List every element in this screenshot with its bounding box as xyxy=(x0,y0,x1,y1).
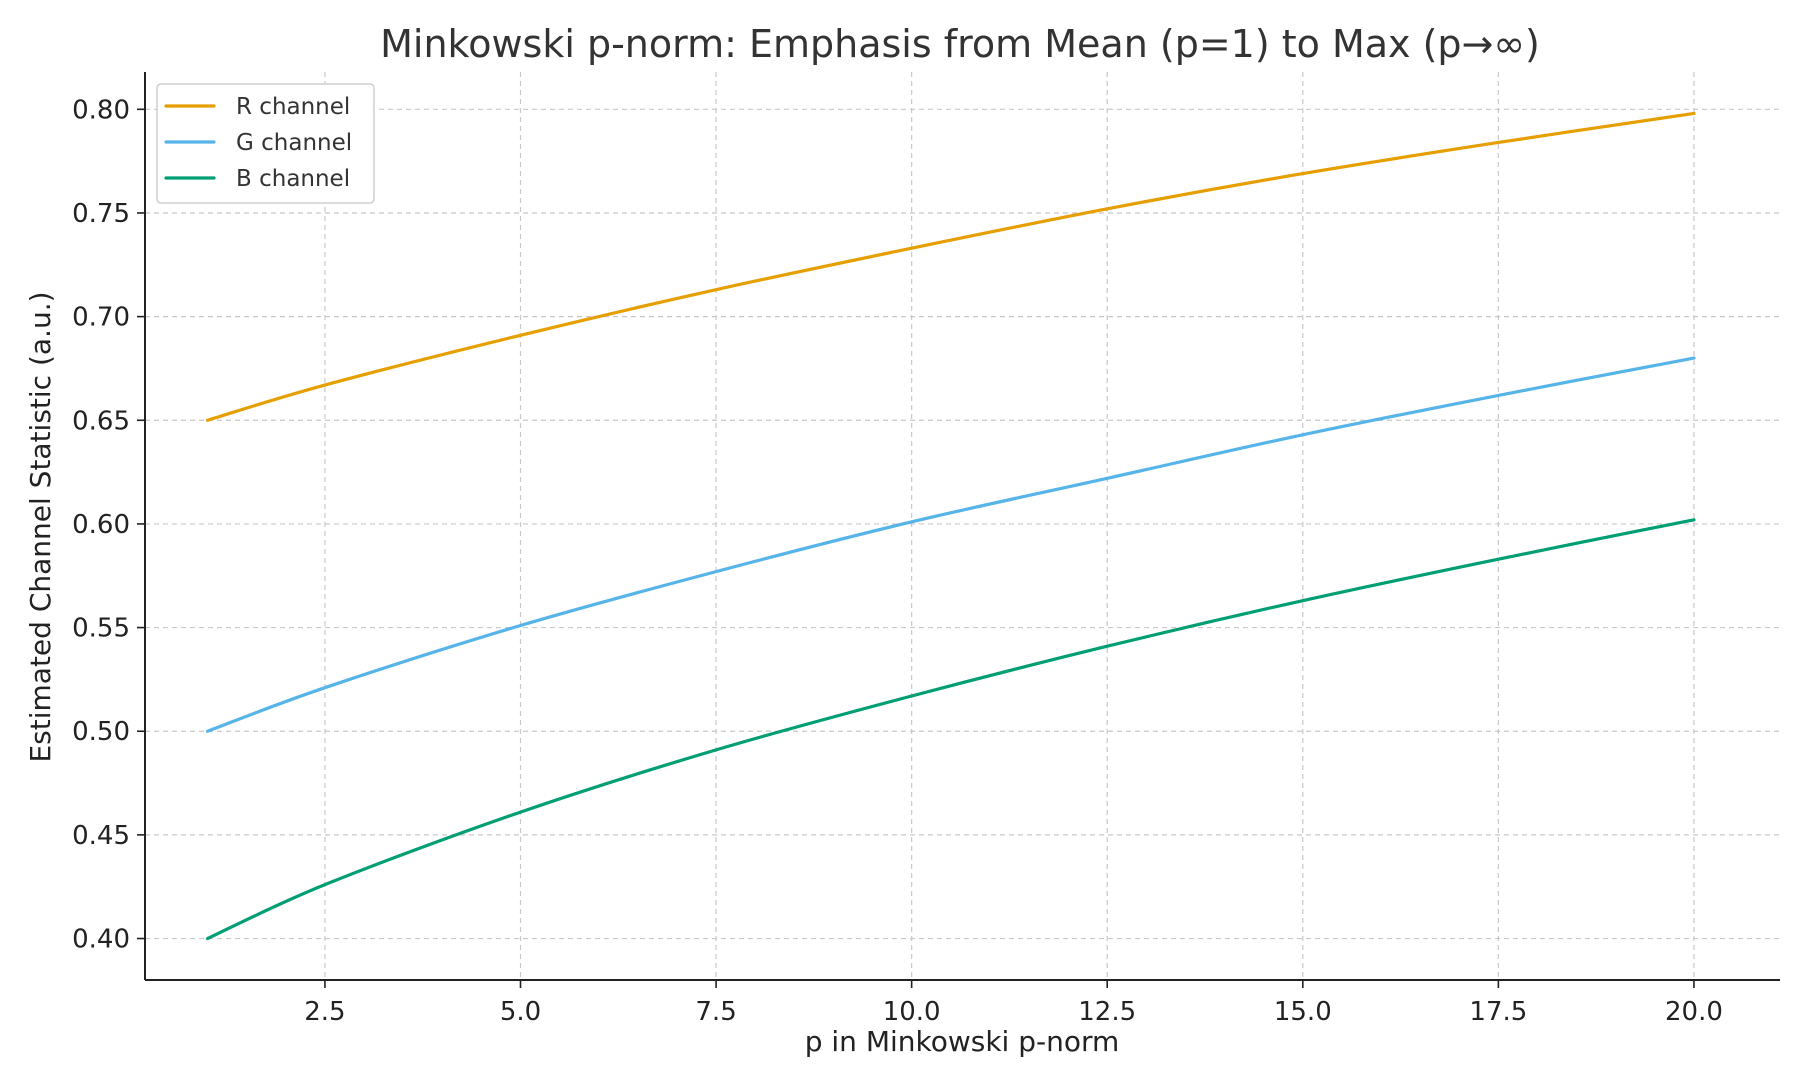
grid xyxy=(145,72,1780,980)
r-channel-line xyxy=(205,111,1696,422)
b-channel-line xyxy=(205,518,1696,941)
chart-title: Minkowski p-norm: Emphasis from Mean (p=… xyxy=(380,22,1540,66)
y-tick-label: 0.75 xyxy=(72,199,130,229)
x-tick-label: 20.0 xyxy=(1665,997,1723,1027)
y-tick-label: 0.50 xyxy=(72,717,130,747)
y-tick-label: 0.80 xyxy=(72,95,130,125)
x-tick-label: 15.0 xyxy=(1274,997,1332,1027)
x-tick-label: 17.5 xyxy=(1469,997,1527,1027)
x-tick-label: 12.5 xyxy=(1078,997,1136,1027)
b-channel-legend-label: B channel xyxy=(236,166,350,192)
y-tick-label: 0.55 xyxy=(72,614,130,644)
x-tick-label: 7.5 xyxy=(695,997,736,1027)
g-channel-line xyxy=(205,356,1696,733)
y-axis-label: Estimated Channel Statistic (a.u.) xyxy=(24,291,57,762)
y-tick-label: 0.45 xyxy=(72,821,130,851)
legend-box xyxy=(156,83,375,204)
y-tick-label: 0.60 xyxy=(72,510,130,540)
x-tick-label: 10.0 xyxy=(883,997,941,1027)
legend[interactable]: R channel G channel B channel xyxy=(156,83,375,204)
y-tick-label: 0.70 xyxy=(72,303,130,333)
x-tick-label: 2.5 xyxy=(304,997,345,1027)
g-channel-legend-label: G channel xyxy=(236,130,352,156)
legend-item-g-channel[interactable]: G channel xyxy=(164,130,352,156)
x-tick-label: 5.0 xyxy=(500,997,541,1027)
y-tick-label: 0.40 xyxy=(72,925,130,955)
legend-item-r-channel[interactable]: R channel xyxy=(164,94,350,120)
series-lines xyxy=(205,111,1696,941)
y-tick-label: 0.65 xyxy=(72,406,130,436)
r-channel-legend-label: R channel xyxy=(236,94,350,120)
legend-item-b-channel[interactable]: B channel xyxy=(164,166,350,192)
axes: 2.5 5.0 7.5 10.0 12.5 15.0 17.5 20.0 0.40 0.45 0.5… xyxy=(72,72,1780,1027)
x-axis-label: p in Minkowski p-norm xyxy=(805,1025,1120,1058)
